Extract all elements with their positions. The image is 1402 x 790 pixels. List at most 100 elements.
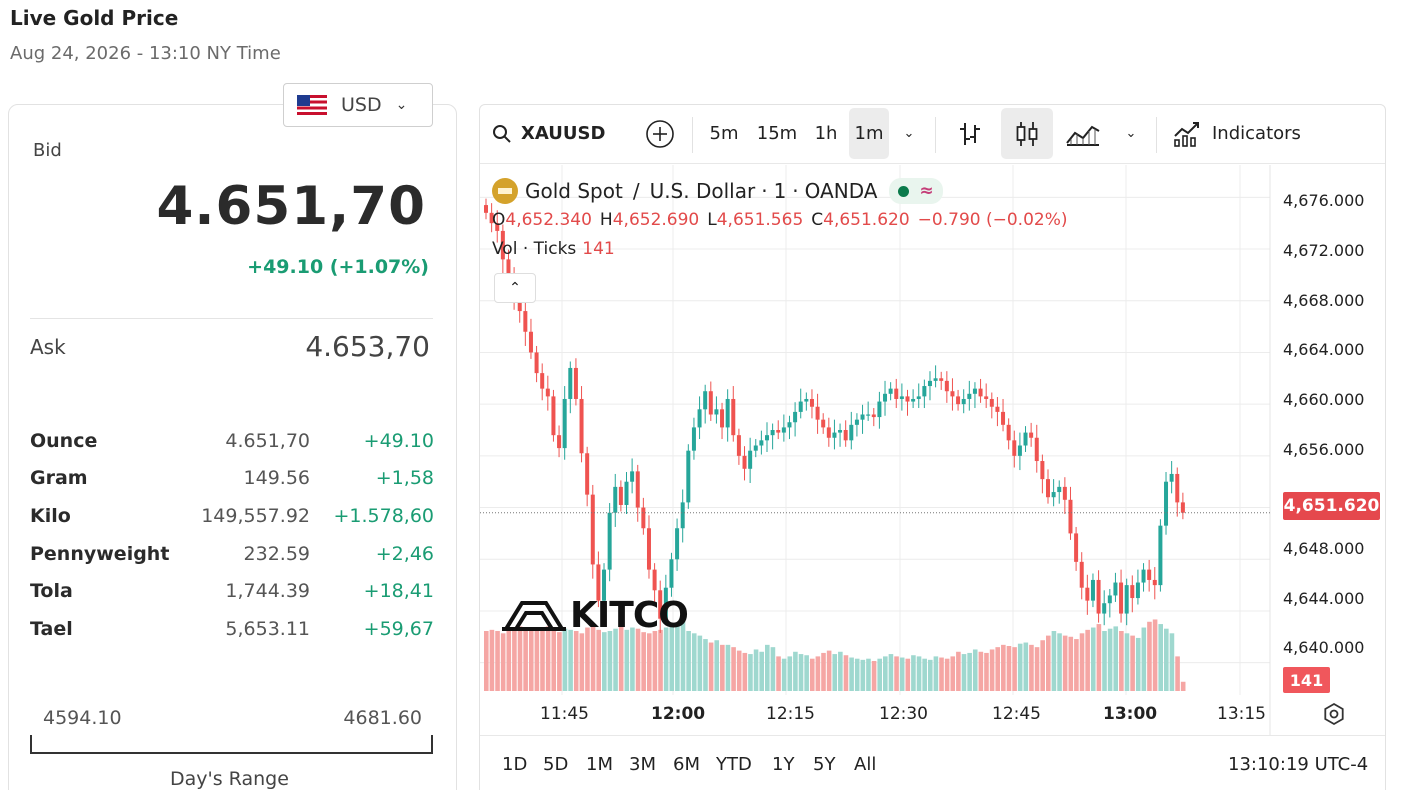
market-status-badge[interactable]: ≈ [889,178,943,204]
unit-change: +49.10 [363,429,434,452]
volume-bar [585,627,590,691]
volume-bar [838,651,843,691]
range-button[interactable]: 1M [586,754,613,775]
price-tick-label: 4,672.000 [1283,241,1365,260]
volume-bar [736,650,742,691]
symbol-search[interactable]: XAUUSD [492,108,612,159]
candle-body [568,367,573,399]
indicators-button[interactable]: Indicators [1172,108,1317,159]
range-button[interactable]: 1Y [772,754,795,775]
volume-bar [1135,637,1141,691]
candle-body [596,564,601,601]
range-button[interactable]: 6M [673,754,700,775]
interval-button[interactable]: 15m [756,123,798,144]
unit-change: +59,67 [363,617,434,640]
table-row: Gram 149.56 +1,58 [30,460,434,498]
chevron-down-icon[interactable]: ⌄ [1125,126,1137,141]
open-value: 4,652.340 [505,210,592,230]
volume-bar [691,633,697,691]
candles-chart-icon[interactable] [1001,108,1053,159]
chart-toolbar: XAUUSD 5m 15m 1h 1m ⌄ ⌄ Indicators [480,105,1385,164]
compare-button[interactable] [640,108,680,159]
volume-bar [714,640,720,691]
volume-bar [1164,628,1169,691]
range-button[interactable]: YTD [716,754,752,775]
interval-button[interactable]: 1h [814,123,838,144]
volume-bar [512,627,517,691]
volume-bar [1057,633,1062,691]
candle-body [489,212,494,224]
volume-bar [635,628,641,691]
candle-body [765,435,769,441]
market-open-icon [898,185,910,197]
volume-bar [1107,628,1113,691]
volume-bar [916,656,922,691]
chart-settings-button[interactable] [1322,702,1346,732]
time-tick-label: 12:00 [651,704,706,724]
volume-bar [972,649,978,691]
candle-body [1147,569,1152,580]
collapse-legend-button[interactable]: ⌃ [494,273,536,303]
candle-body [905,396,910,402]
candle-body [675,528,680,560]
interval-button[interactable]: 5m [709,123,739,144]
area-chart-icon[interactable] [1063,108,1103,159]
range-button[interactable]: 3M [629,754,656,775]
candle-body [927,380,932,387]
volume-bar [669,625,675,691]
volume-bar [1130,635,1135,691]
volume-bar [1141,627,1147,691]
candle-body [1023,432,1028,446]
candle-body [787,422,792,428]
volume-bar [562,628,568,691]
add-icon [646,119,674,148]
volume-bar [697,635,703,691]
currency-select[interactable]: USD ⌄ [283,83,433,127]
bars-chart-icon[interactable] [950,108,990,159]
price-tick-label: 4,644.000 [1283,589,1365,608]
candle-body [635,471,640,508]
candle-body [815,406,820,420]
unit-name: Pennyweight [30,542,170,565]
range-button[interactable]: 5D [543,754,569,775]
volume-bar [950,656,956,691]
candle-body [1102,603,1107,614]
volume-bar [905,658,911,691]
kitco-logo: KITCO [502,595,689,636]
candle-body [1001,411,1006,425]
candle-body [1079,561,1084,588]
toolbar-divider [692,117,693,153]
range-button[interactable]: 1D [502,754,528,775]
candle-body [618,486,623,505]
volume-bar [933,656,939,691]
day-range-high: 4681.60 [343,707,422,729]
volume-bar [725,644,731,691]
candle-body [1062,486,1067,500]
candle-body [585,453,590,495]
volume-bar [731,647,736,691]
volume-bar [776,656,781,691]
volume-bar [877,658,882,691]
volume-bar [821,652,826,691]
candle-body [720,409,725,428]
interval-button-active[interactable]: 1m [849,108,889,159]
candle-body [557,435,562,449]
candle-body [484,205,488,213]
volume-bar [495,631,500,691]
volume-bar [1029,644,1034,691]
range-button[interactable]: 5Y [813,754,836,775]
unit-price: 5,653.11 [225,617,310,640]
candle-body [916,396,921,399]
toolbar-divider [935,117,936,153]
range-button[interactable]: All [854,754,877,775]
volume-bar [484,631,489,691]
price-chart[interactable] [480,165,1386,735]
volume-bar [618,626,624,691]
volume-bar [984,652,989,691]
time-tick-label: 12:30 [879,704,928,724]
chevron-down-icon[interactable]: ⌄ [903,126,915,141]
candle-body [669,559,674,588]
unit-change: +1.578,60 [333,504,434,527]
candle-body [793,411,798,423]
